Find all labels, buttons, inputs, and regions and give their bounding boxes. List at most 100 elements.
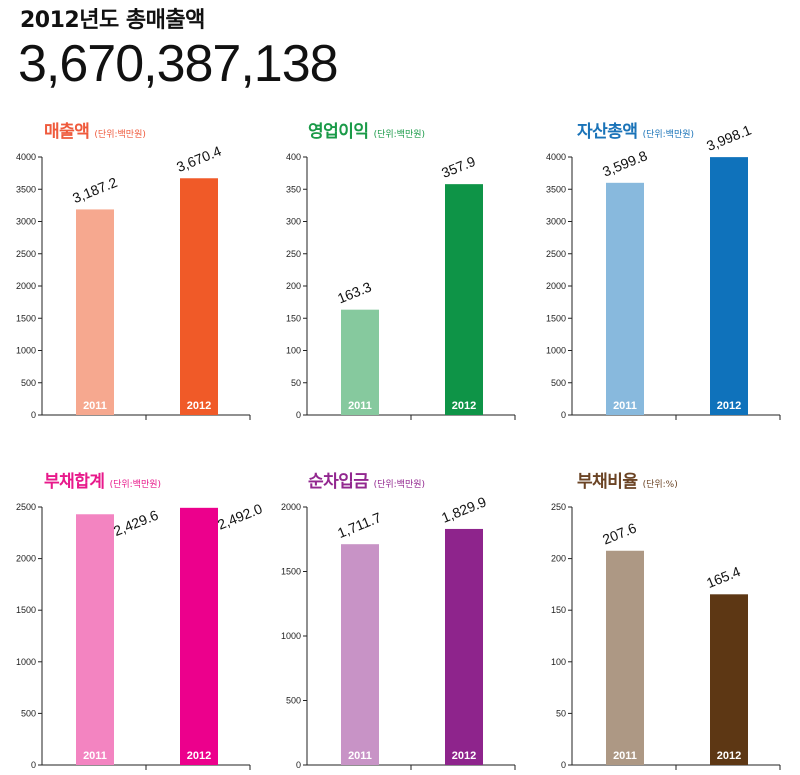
bar-2011 (76, 209, 114, 415)
total-sales-value: 3,670,387,138 (18, 35, 339, 93)
bar-2011 (341, 309, 379, 415)
y-tick-label: 0 (561, 760, 566, 770)
panel-unit-label: (단위:백만원) (373, 130, 426, 140)
total-assets-bar-chart: 0 500 1000 1500 2000 2500 3000 3500 4000 2011 3,59… (546, 121, 781, 420)
bar-2011 (606, 182, 644, 415)
y-tick-label: 500 (21, 378, 36, 388)
panel-title-text: 영업이익 (308, 122, 369, 142)
value-label: 3,998.1 (704, 121, 754, 153)
y-tick-label: 1000 (16, 657, 36, 667)
value-label: 1,829.9 (439, 493, 489, 525)
y-tick-label: 1500 (16, 605, 36, 615)
category-label: 2012 (187, 400, 211, 412)
y-tick-label: 2000 (16, 554, 36, 564)
debt-ratio-bar-chart: 0 50 100 150 200 250 2011 207.6 2012 165.4 (551, 502, 781, 770)
category-label: 2011 (348, 400, 372, 412)
y-tick-label: 2500 (546, 249, 566, 259)
panel-title-debt-ratio: 부채비율 (단위:%) (577, 467, 678, 492)
y-tick-label: 0 (561, 410, 566, 420)
y-tick-label: 4000 (546, 152, 566, 162)
panel-unit-label: (단위:%) (642, 480, 678, 490)
value-label: 2,492.0 (215, 500, 265, 532)
total-liabilities-bar-chart: 0 500 1000 1500 2000 2500 2011 2,429.6 2012 2,492… (16, 500, 265, 770)
y-tick-label: 100 (551, 657, 566, 667)
panel-title-operating-profit: 영업이익 (단위:백만원) (308, 117, 425, 142)
y-tick-label: 2500 (16, 502, 36, 512)
sales-bar-chart: 0 500 1000 1500 2000 2500 3000 3500 4000 2011 3,18… (16, 143, 251, 420)
panel-title-net-debt: 순차입금 (단위:백만원) (308, 467, 425, 492)
bar-2011 (606, 550, 644, 765)
y-tick-label: 250 (551, 502, 566, 512)
y-tick-label: 500 (551, 378, 566, 388)
value-label: 3,670.4 (174, 143, 224, 175)
value-label: 3,187.2 (70, 174, 120, 206)
value-label: 3,599.8 (600, 147, 650, 179)
y-tick-label: 4000 (16, 152, 36, 162)
y-tick-label: 400 (286, 152, 301, 162)
category-label: 2011 (613, 400, 637, 412)
bar-2012 (710, 157, 748, 415)
y-tick-label: 0 (296, 760, 301, 770)
y-tick-label: 1000 (546, 346, 566, 356)
panel-title-text: 부채비율 (577, 472, 638, 492)
y-tick-label: 2000 (281, 502, 301, 512)
y-tick-label: 3500 (16, 184, 36, 194)
y-tick-label: 2000 (16, 281, 36, 291)
bar-2012 (445, 184, 483, 415)
value-label: 357.9 (439, 153, 478, 181)
y-tick-label: 350 (286, 184, 301, 194)
y-tick-label: 50 (556, 708, 566, 718)
net-debt-bar-chart: 0 500 1000 1500 2000 2011 1,711.7 2012 1,829.9 (281, 493, 516, 770)
panel-title-total-assets: 자산총액 (단위:백만원) (577, 117, 694, 142)
y-tick-label: 3000 (16, 217, 36, 227)
y-tick-label: 500 (286, 696, 301, 706)
category-label: 2011 (613, 750, 637, 762)
panel-unit-label: (단위:백만원) (109, 480, 162, 490)
panel-title-text: 부채합계 (44, 472, 105, 492)
bar-2012 (180, 178, 218, 415)
y-tick-label: 500 (21, 708, 36, 718)
y-tick-label: 200 (551, 554, 566, 564)
panel-title-text: 매출액 (44, 122, 90, 142)
y-tick-label: 1000 (281, 631, 301, 641)
y-tick-label: 100 (286, 346, 301, 356)
y-tick-label: 2000 (546, 281, 566, 291)
category-label: 2011 (83, 750, 107, 762)
value-label: 163.3 (335, 278, 374, 306)
category-label: 2012 (717, 400, 741, 412)
category-label: 2011 (83, 400, 107, 412)
y-tick-label: 0 (296, 410, 301, 420)
category-label: 2012 (452, 400, 476, 412)
y-tick-label: 0 (31, 410, 36, 420)
bar-2011 (341, 544, 379, 765)
value-label: 1,711.7 (335, 509, 384, 541)
category-label: 2012 (717, 750, 741, 762)
y-tick-label: 250 (286, 249, 301, 259)
y-tick-label: 1000 (16, 346, 36, 356)
bar-2012 (710, 594, 748, 765)
value-label: 207.6 (600, 519, 639, 547)
y-tick-label: 3500 (546, 184, 566, 194)
y-tick-label: 150 (551, 605, 566, 615)
category-label: 2012 (187, 750, 211, 762)
bar-2011 (76, 514, 114, 765)
panel-unit-label: (단위:백만원) (642, 130, 695, 140)
value-label: 2,429.6 (111, 507, 161, 539)
panel-title-text: 자산총액 (577, 122, 638, 142)
y-tick-label: 200 (286, 281, 301, 291)
panel-unit-label: (단위:백만원) (373, 480, 426, 490)
y-tick-label: 150 (286, 313, 301, 323)
page-title: 2012년도 총매출액 (20, 8, 205, 33)
y-tick-label: 50 (291, 378, 301, 388)
panel-title-total-liabilities: 부채합계 (단위:백만원) (44, 467, 161, 492)
panel-title-text: 순차입금 (308, 472, 369, 492)
category-label: 2011 (348, 750, 372, 762)
panel-title-sales: 매출액 (단위:백만원) (44, 117, 146, 142)
category-label: 2012 (452, 750, 476, 762)
y-tick-label: 0 (31, 760, 36, 770)
y-tick-label: 1500 (281, 567, 301, 577)
value-label: 165.4 (704, 563, 743, 591)
y-tick-label: 3000 (546, 217, 566, 227)
y-tick-label: 300 (286, 217, 301, 227)
bar-2012 (180, 507, 218, 765)
